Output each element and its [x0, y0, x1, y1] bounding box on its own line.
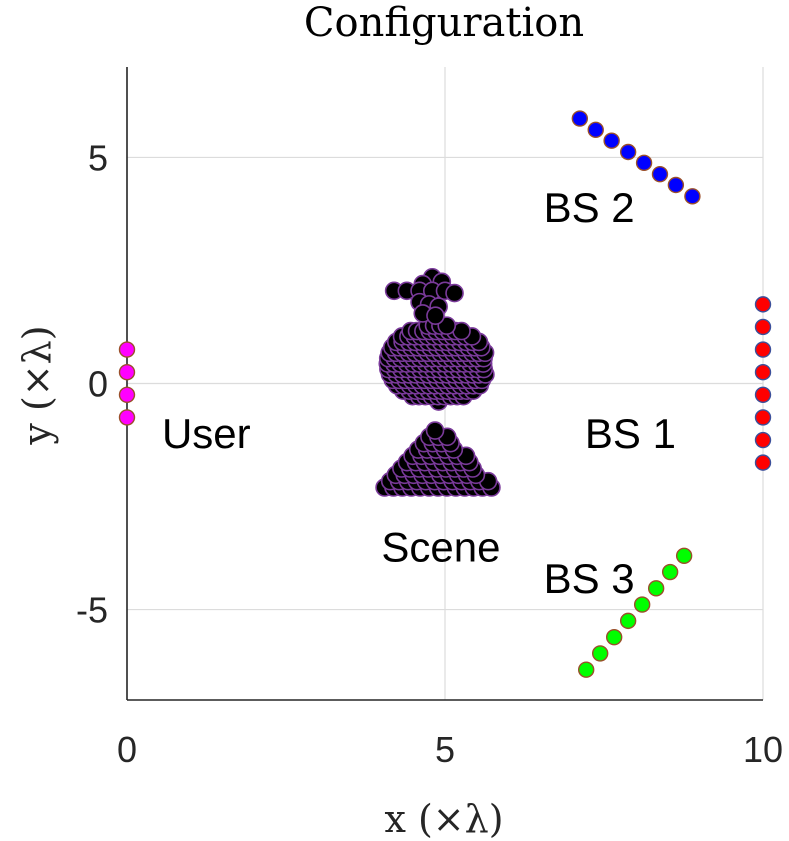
- annotation-label: Scene: [381, 523, 500, 570]
- axes: [126, 67, 763, 701]
- scene-point: [445, 283, 464, 303]
- series-2-point: [635, 154, 653, 172]
- series-1-point: [754, 431, 772, 449]
- series-1-point: [754, 363, 772, 381]
- series-3-point: [661, 563, 679, 581]
- annotation-label: User: [162, 410, 251, 457]
- x-axis-label: x (×λ): [384, 797, 503, 841]
- annotation-label: BS 1: [585, 410, 676, 457]
- series-0-point: [118, 386, 136, 404]
- series-3-point: [591, 645, 609, 662]
- series-2-point: [571, 110, 589, 127]
- scene-object: [375, 267, 501, 497]
- series-2-point: [651, 165, 669, 183]
- series-1-point: [754, 409, 772, 426]
- series-3-point: [675, 547, 693, 564]
- annotation-label: BS 2: [544, 184, 635, 231]
- annotations: User BS 1 BS 2 BS 3 Scene: [162, 184, 676, 602]
- series-0-point: [118, 363, 136, 381]
- series-1-point: [754, 386, 772, 404]
- series-3-point: [633, 596, 651, 613]
- x-tick-label: 5: [435, 729, 455, 770]
- y-tick-label: -5: [76, 590, 108, 631]
- series-2-point: [684, 188, 701, 205]
- series-1-point: [754, 454, 772, 471]
- tick-labels: 0 5 10 -5 0 5: [76, 137, 783, 770]
- series-2-point: [667, 176, 685, 194]
- y-tick-label: 0: [88, 364, 108, 405]
- series-3-point: [605, 628, 623, 646]
- chart-title: Configuration: [304, 0, 584, 46]
- series-3-point: [577, 661, 595, 678]
- scene-point: [425, 421, 445, 440]
- series-1-point: [754, 318, 772, 336]
- x-tick-label: 10: [743, 729, 783, 770]
- series-0-point: [118, 409, 136, 426]
- series-1-point: [754, 341, 772, 358]
- series-0-point: [118, 341, 136, 358]
- x-tick-label: 0: [117, 729, 137, 770]
- series-2-point: [619, 143, 637, 161]
- antenna-points: [118, 110, 772, 678]
- y-tick-label: 5: [88, 137, 108, 178]
- y-axis-label: y (×λ): [15, 325, 59, 445]
- annotation-label: BS 3: [544, 555, 635, 602]
- series-2-point: [587, 121, 604, 139]
- series-3-point: [619, 612, 637, 630]
- scene-point: [426, 306, 445, 325]
- series-2-point: [603, 132, 620, 149]
- series-3-point: [647, 580, 665, 597]
- series-1-point: [754, 296, 772, 313]
